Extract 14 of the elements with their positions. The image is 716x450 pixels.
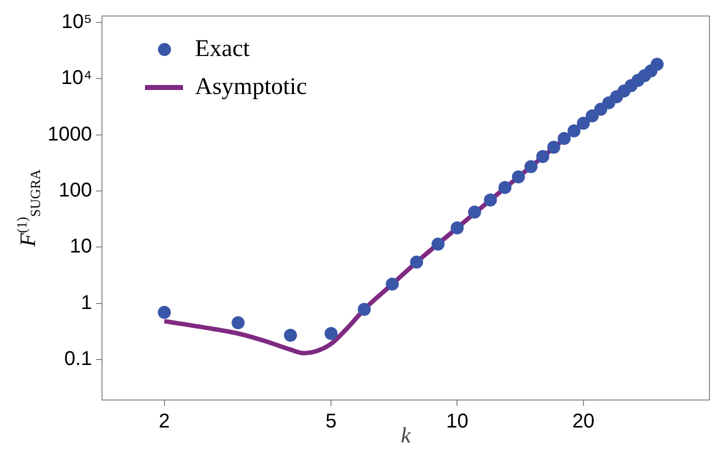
x-tick-label: 2 [158, 410, 170, 433]
y-tick-label: 1000 [48, 123, 92, 146]
y-tick-label: 10⁴ [61, 67, 92, 90]
x-tick-label: 20 [572, 410, 594, 433]
x-axis-title: k [400, 422, 412, 448]
y-tick-label: 1 [80, 292, 92, 314]
y-tick-label: 0.1 [64, 348, 92, 370]
y-tick-label: 10⁵ [61, 10, 92, 33]
x-tick-label: 10 [446, 410, 468, 433]
y-tick-label: 100 [58, 179, 92, 202]
y-tick-label: 10 [70, 236, 92, 258]
x-tick-label: 5 [326, 410, 337, 433]
legend-label: Asymptotic [195, 74, 307, 100]
legend-label: Exact [195, 36, 250, 62]
